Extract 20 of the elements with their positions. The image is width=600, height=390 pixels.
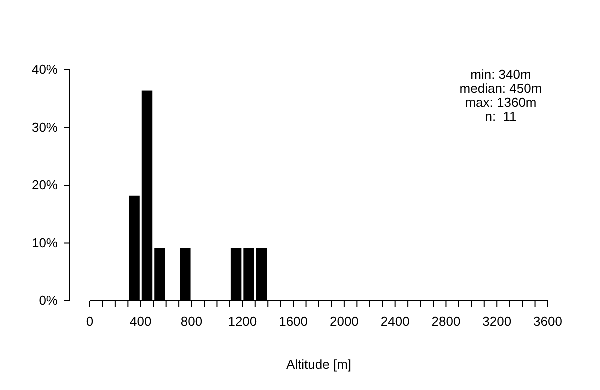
y-tick-label: 0% xyxy=(39,293,58,308)
annotation: median: 450m xyxy=(460,81,542,96)
x-tick-label: 2400 xyxy=(380,314,410,330)
x-tick-label: 400 xyxy=(130,314,152,330)
annotation: max: 1360m xyxy=(465,95,537,110)
annotation: min: 340m xyxy=(470,67,532,82)
x-tick-label: 1600 xyxy=(279,314,308,330)
y-tick-label: 10% xyxy=(32,235,58,250)
x-axis-title: Altitude [m] xyxy=(286,357,352,372)
x-tick-label: 3600 xyxy=(534,314,562,330)
x-tick-label: 1200 xyxy=(228,314,258,330)
annotation: n: 11 xyxy=(485,109,517,124)
y-tick-label: 20% xyxy=(32,178,58,193)
y-tick-label: 40% xyxy=(32,62,58,78)
x-tick-label: 800 xyxy=(180,314,203,330)
x-tick-label: 3200 xyxy=(482,314,512,330)
x-tick-label: 0 xyxy=(86,314,94,330)
x-tick-label: 2800 xyxy=(432,314,461,330)
x-tick-label: 2000 xyxy=(330,314,359,330)
y-tick-label: 30% xyxy=(32,120,58,135)
